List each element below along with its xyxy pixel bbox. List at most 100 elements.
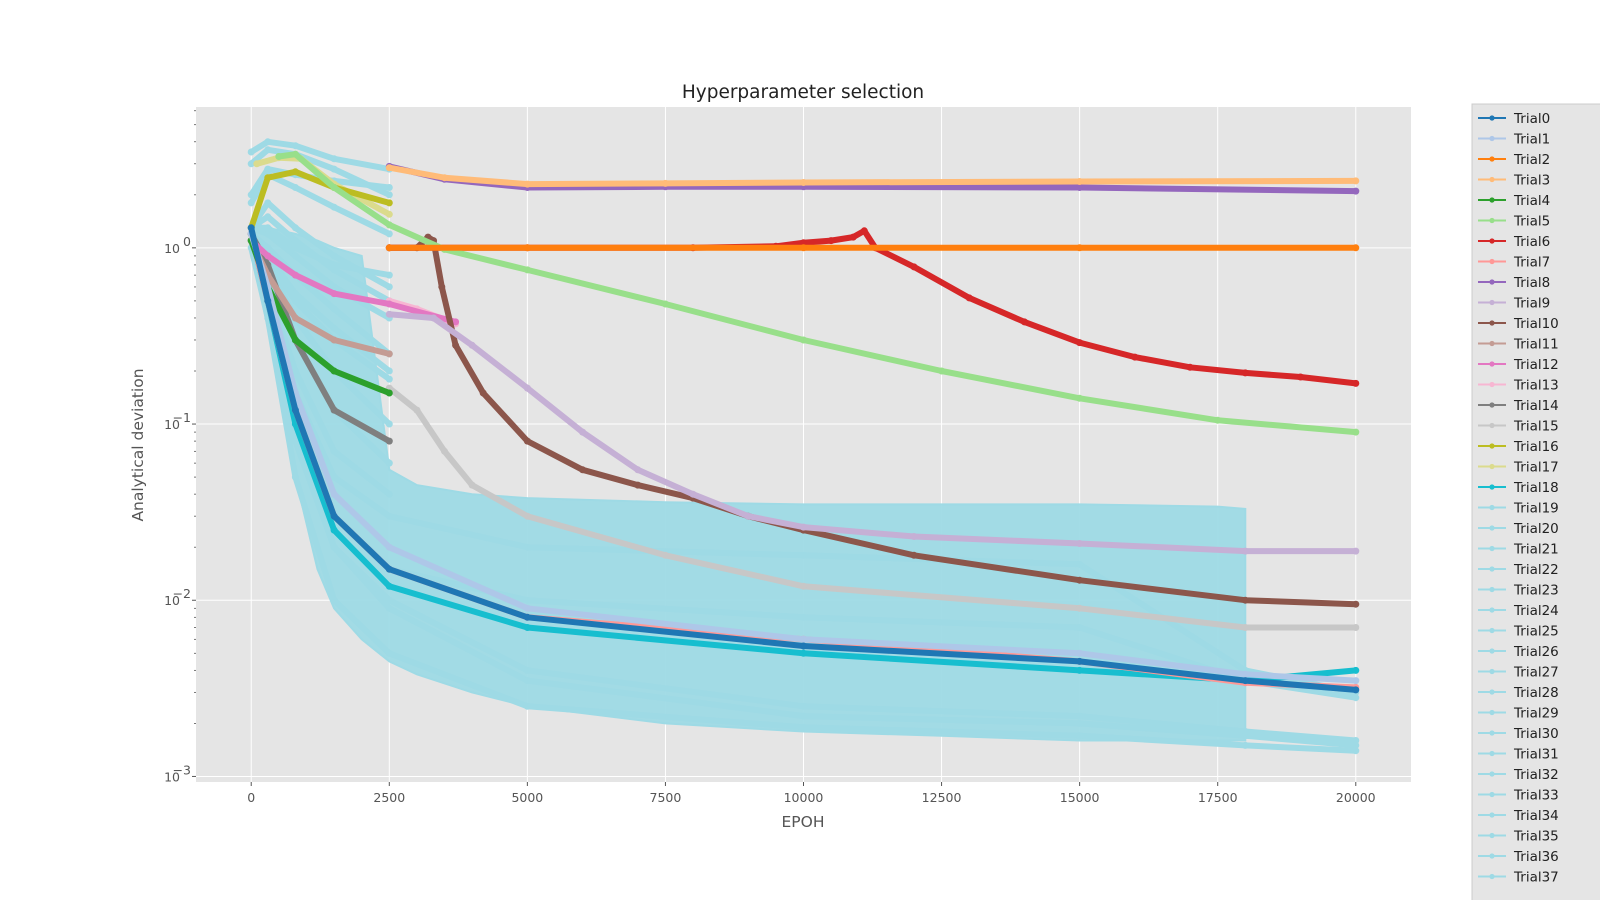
data-point-trial5 [385, 221, 393, 229]
data-point-trial1 [330, 490, 338, 498]
legend-swatch-marker [1489, 279, 1495, 285]
x-tick-label: 17500 [1198, 790, 1238, 805]
data-point-trial23 [330, 283, 338, 291]
data-point-trial30 [1076, 732, 1084, 740]
data-point-trial10 [452, 341, 460, 349]
data-point-trial5 [938, 367, 946, 375]
legend-label: Trial35 [1513, 829, 1559, 845]
legend-label: Trial33 [1513, 788, 1559, 804]
data-point-trial6 [860, 227, 868, 235]
legend-label: Trial14 [1513, 398, 1559, 414]
legend-label: Trial25 [1513, 624, 1559, 640]
legend-item-trial36: Trial36 [1478, 849, 1559, 865]
data-point-trial14 [385, 437, 393, 445]
data-point-trial5 [1076, 394, 1084, 402]
data-point-trial6 [1020, 318, 1028, 326]
data-point-trial23 [291, 252, 299, 260]
data-point-trial3 [1076, 178, 1084, 185]
legend-swatch-marker [1489, 504, 1495, 511]
legend-label: Trial24 [1513, 603, 1559, 619]
data-point-trial9 [468, 341, 476, 349]
legend-item-trial35: Trial35 [1478, 829, 1559, 845]
legend-item-trial1: Trial1 [1478, 132, 1550, 148]
data-point-trial17 [253, 160, 261, 168]
data-point-trial31 [1076, 719, 1084, 727]
legend-item-trial2: Trial2 [1478, 152, 1550, 168]
data-point-trial15 [800, 582, 807, 590]
legend-label: Trial29 [1513, 706, 1559, 722]
legend-swatch-marker [1489, 607, 1495, 613]
data-point-trial9 [1352, 547, 1360, 555]
data-point-trial37 [800, 551, 807, 559]
data-point-trial12 [264, 252, 272, 260]
legend-item-trial30: Trial30 [1478, 726, 1559, 742]
legend-swatch-marker [1489, 258, 1495, 265]
data-point-trial35 [385, 184, 393, 191]
data-point-trial12 [385, 300, 393, 308]
y-tick-label: 10 [164, 241, 180, 256]
data-point-trial22 [385, 283, 393, 291]
data-point-trial6 [1352, 379, 1360, 387]
legend-item-trial5: Trial5 [1478, 214, 1550, 230]
data-point-trial24 [264, 244, 272, 252]
legend-item-trial29: Trial29 [1478, 706, 1559, 722]
legend-label: Trial21 [1513, 542, 1559, 558]
data-point-trial10 [479, 389, 487, 397]
legend-item-trial33: Trial33 [1478, 788, 1559, 804]
data-point-trial4 [385, 389, 393, 397]
data-point-trial1 [1076, 649, 1084, 657]
data-point-trial0 [523, 613, 531, 621]
legend-swatch-marker [1489, 320, 1495, 326]
legend-label: Trial26 [1513, 644, 1559, 660]
legend-item-trial23: Trial23 [1478, 583, 1559, 599]
data-point-trial17 [385, 210, 393, 218]
legend-item-trial27: Trial27 [1478, 665, 1559, 681]
data-point-trial29 [330, 543, 338, 551]
data-point-trial11 [330, 336, 338, 344]
data-point-trial10 [438, 283, 446, 291]
legend-swatch-marker [1489, 750, 1495, 757]
legend-swatch-marker [1489, 402, 1495, 408]
legend-swatch-marker [1489, 361, 1495, 367]
data-point-trial2 [385, 244, 393, 252]
data-point-trial30 [330, 596, 338, 604]
data-point-trial6 [827, 237, 835, 245]
data-point-trial19 [264, 138, 272, 146]
data-point-trial20 [264, 146, 272, 154]
data-point-trial15 [468, 481, 476, 489]
data-point-trial20 [247, 160, 255, 168]
data-point-trial0 [291, 406, 299, 414]
legend-item-trial14: Trial14 [1478, 398, 1559, 414]
legend-swatch-marker [1489, 156, 1495, 162]
legend-swatch-marker [1489, 832, 1495, 839]
legend-label: Trial19 [1513, 501, 1559, 517]
y-axis-label: Analytical deviation [129, 368, 147, 521]
legend-label: Trial34 [1513, 808, 1559, 824]
noise-band-area [250, 220, 1247, 742]
data-point-trial2 [523, 244, 531, 252]
legend-label: Trial30 [1513, 726, 1559, 742]
legend-item-trial19: Trial19 [1478, 501, 1559, 517]
legend-item-trial34: Trial34 [1478, 808, 1559, 824]
data-point-trial9 [579, 428, 587, 436]
data-point-trial19 [330, 155, 338, 163]
data-point-trial36 [523, 596, 531, 604]
legend-swatch-marker [1489, 217, 1495, 224]
data-point-trial6 [800, 239, 807, 247]
series-line-trial12 [248, 237, 459, 325]
legend-item-trial37: Trial37 [1478, 870, 1559, 886]
legend-swatch-marker [1489, 176, 1495, 183]
data-point-trial2 [1076, 244, 1084, 252]
data-point-trial5 [800, 336, 807, 344]
data-point-trial3 [441, 174, 448, 182]
data-point-trial34 [264, 224, 272, 232]
data-point-trial5 [291, 150, 299, 158]
data-point-trial15 [523, 512, 531, 520]
data-point-trial6 [965, 294, 973, 302]
data-point-trial9 [910, 533, 918, 540]
y-tick-label: 10 [164, 417, 180, 432]
data-point-trial10 [1352, 600, 1360, 608]
legend-swatch-marker [1489, 689, 1495, 695]
data-point-trial0 [800, 642, 807, 650]
